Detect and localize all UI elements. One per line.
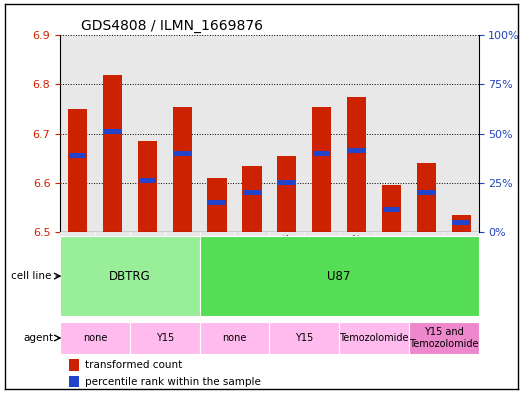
- Bar: [452, 220, 470, 224]
- Bar: [339, 322, 409, 354]
- Bar: [174, 151, 191, 156]
- Text: GSM1062694: GSM1062694: [282, 233, 291, 294]
- Text: Y15: Y15: [295, 333, 313, 343]
- Bar: [130, 322, 200, 354]
- Text: GSM1062693: GSM1062693: [387, 233, 396, 294]
- Text: Y15: Y15: [156, 333, 174, 343]
- Text: GSM1062689: GSM1062689: [178, 233, 187, 294]
- Bar: [69, 153, 86, 158]
- Bar: [409, 322, 479, 354]
- Text: GSM1062690: GSM1062690: [212, 233, 222, 294]
- Bar: [208, 200, 226, 205]
- Text: GSM1062691: GSM1062691: [247, 233, 256, 294]
- Text: GSM1062688: GSM1062688: [143, 233, 152, 294]
- Text: DBTRG: DBTRG: [109, 270, 151, 283]
- Text: GDS4808 / ILMN_1669876: GDS4808 / ILMN_1669876: [81, 19, 263, 33]
- Bar: [139, 178, 156, 183]
- Bar: [104, 129, 121, 134]
- Bar: [200, 236, 479, 316]
- Bar: [269, 322, 339, 354]
- Bar: [69, 376, 78, 387]
- Text: none: none: [83, 333, 107, 343]
- Bar: [417, 163, 436, 232]
- Bar: [347, 97, 366, 232]
- Bar: [243, 190, 260, 195]
- Bar: [69, 359, 78, 371]
- Bar: [208, 178, 226, 232]
- Bar: [312, 107, 331, 232]
- Bar: [200, 322, 269, 354]
- Bar: [60, 322, 130, 354]
- Text: Y15 and
Temozolomide: Y15 and Temozolomide: [409, 327, 479, 349]
- Text: GSM1062686: GSM1062686: [73, 233, 82, 294]
- Bar: [418, 190, 435, 195]
- Bar: [382, 185, 401, 232]
- Bar: [103, 75, 122, 232]
- Bar: [242, 165, 262, 232]
- Bar: [278, 180, 295, 185]
- Text: U87: U87: [327, 270, 351, 283]
- Text: Temozolomide: Temozolomide: [339, 333, 408, 343]
- Bar: [383, 208, 400, 212]
- Text: percentile rank within the sample: percentile rank within the sample: [85, 377, 260, 387]
- Bar: [173, 107, 192, 232]
- Bar: [60, 236, 200, 316]
- Text: GSM1062696: GSM1062696: [422, 233, 431, 294]
- Bar: [277, 156, 297, 232]
- Text: GSM1062692: GSM1062692: [352, 233, 361, 294]
- Text: GSM1062687: GSM1062687: [108, 233, 117, 294]
- Text: cell line: cell line: [11, 271, 51, 281]
- Bar: [138, 141, 157, 232]
- Text: GSM1062697: GSM1062697: [457, 233, 465, 294]
- Bar: [348, 149, 365, 153]
- Bar: [68, 109, 87, 232]
- Bar: [451, 215, 471, 232]
- Bar: [313, 151, 331, 156]
- Text: agent: agent: [23, 333, 53, 343]
- Text: transformed count: transformed count: [85, 360, 182, 370]
- Text: GSM1062695: GSM1062695: [317, 233, 326, 294]
- Text: none: none: [222, 333, 247, 343]
